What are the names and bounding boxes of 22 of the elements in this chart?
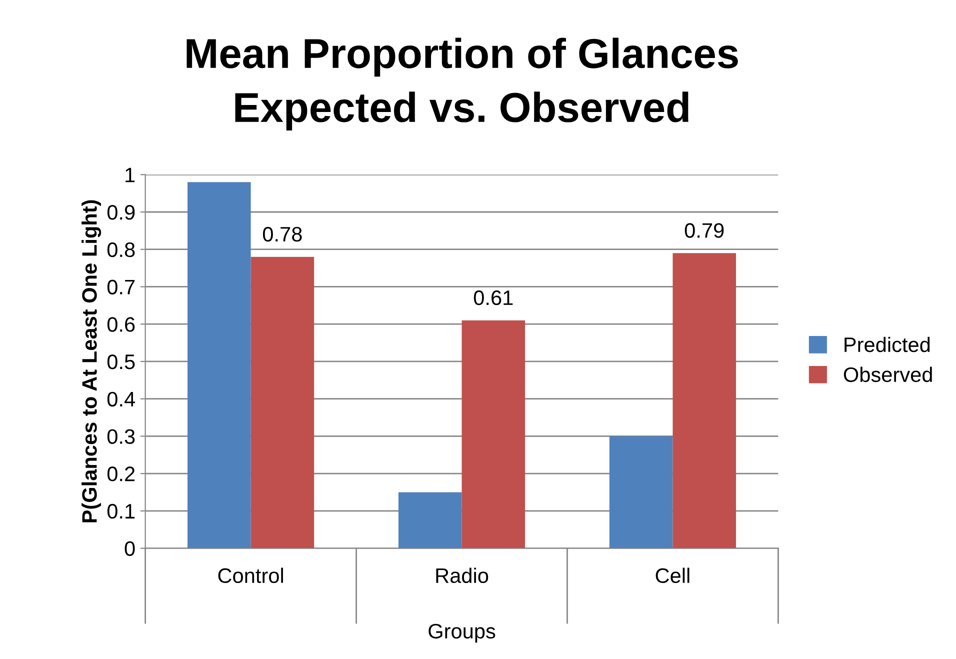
data-label: 0.79	[684, 223, 724, 238]
y-tick-label: 0.4	[107, 392, 135, 407]
y-tick-label: 1	[126, 168, 135, 182]
y-tick-label: 0.7	[107, 280, 135, 294]
data-label: 0.78	[262, 226, 302, 242]
x-axis-title: Groups	[428, 624, 496, 643]
legend-label: Predicted	[844, 336, 930, 352]
y-tick-label: 0	[124, 541, 135, 556]
y-axis-title: P(Glances to At Least One Light)	[82, 200, 102, 522]
y-tick-label: 0.1	[107, 504, 135, 519]
y-tick-label: 0.3	[107, 429, 135, 444]
y-tick-label: 0.6	[107, 317, 135, 332]
chart-title: Mean Proportion of Glances Expected vs. Observed	[186, 38, 738, 131]
y-tick-label: 0.8	[107, 242, 135, 258]
data-label: 0.61	[474, 290, 513, 306]
y-tick-label: 0.2	[107, 466, 135, 482]
legend-label: Observed	[844, 366, 932, 382]
y-tick-label: 0.5	[107, 354, 135, 370]
x-tick-label: Control	[218, 568, 283, 584]
x-tick-label: Cell	[656, 568, 690, 584]
x-tick-label: Radio	[436, 568, 488, 584]
y-tick-label: 0.9	[107, 205, 135, 220]
